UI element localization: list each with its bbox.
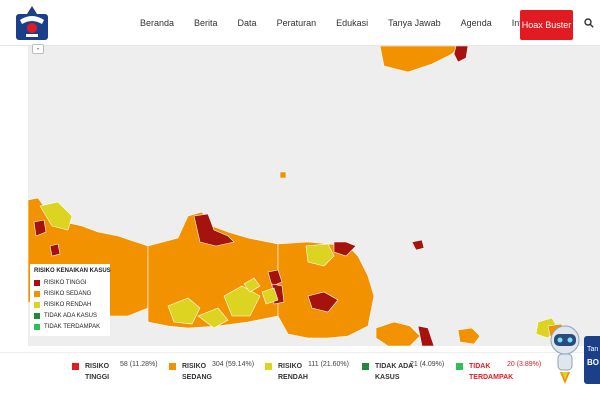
legend-label: RISIKO TINGGI bbox=[44, 279, 87, 286]
region-small-island bbox=[279, 171, 287, 179]
stat-label: TIDAK ADA KASUS bbox=[375, 361, 413, 383]
region-central-java-low3 bbox=[223, 285, 261, 317]
region-bali-island bbox=[411, 239, 425, 251]
hoax-buster-button[interactable]: Hoax Buster bbox=[520, 10, 573, 40]
stat-unaffected: TIDAK TERDAMPAK bbox=[456, 361, 513, 383]
legend-label: RISIKO SEDANG bbox=[44, 290, 92, 297]
nav-data[interactable]: Data bbox=[237, 18, 257, 28]
region-central-java-low1 bbox=[167, 297, 201, 325]
legend-item-no-case: TIDAK ADA KASUS bbox=[34, 310, 106, 321]
stat-label-line: TIDAK ADA bbox=[375, 363, 414, 370]
region-central-java-low4 bbox=[243, 277, 261, 293]
legend-label: TIDAK TERDAMPAK bbox=[44, 323, 101, 330]
region-east-java-red3 bbox=[307, 291, 339, 313]
stat-swatch-low bbox=[265, 363, 272, 370]
region-bali bbox=[375, 321, 421, 346]
nav-tanya-jawab[interactable]: Tanya Jawab bbox=[388, 18, 441, 28]
legend-swatch-unaffected bbox=[34, 323, 40, 330]
region-west-java-red2 bbox=[49, 243, 61, 257]
legend-item-low: RISIKO RENDAH bbox=[34, 299, 106, 310]
header: Beranda Berita Data Peraturan Edukasi Ta… bbox=[0, 0, 600, 46]
legend-swatch-high bbox=[34, 279, 40, 286]
stat-value-no-case: 21 (4.09%) bbox=[410, 361, 445, 368]
stat-label: RISIKO TINGGI bbox=[85, 361, 109, 383]
risk-summary: RISIKO TINGGI 58 (11.28%) RISIKO SEDANG … bbox=[0, 352, 600, 392]
legend-item-unaffected: TIDAK TERDAMPAK bbox=[34, 321, 106, 332]
region-central-java-red bbox=[193, 213, 235, 247]
region-kalimantan-south bbox=[379, 46, 461, 73]
legend-title: RISIKO KENAIKAN KASUS bbox=[34, 268, 111, 274]
stat-high: RISIKO TINGGI bbox=[72, 361, 109, 383]
chat-tab-line1: Tan bbox=[587, 346, 599, 353]
stat-no-case: TIDAK ADA KASUS bbox=[362, 361, 413, 383]
stat-medium: RISIKO SEDANG bbox=[169, 361, 212, 383]
stat-label-line: RENDAH bbox=[278, 374, 308, 381]
chatbot-robot-icon[interactable] bbox=[546, 322, 584, 388]
stat-swatch-high bbox=[72, 363, 79, 370]
garuda-logo-icon[interactable] bbox=[14, 4, 50, 42]
stat-label-line: TERDAMPAK bbox=[469, 374, 514, 381]
legend-label: TIDAK ADA KASUS bbox=[44, 312, 98, 319]
stat-label: RISIKO SEDANG bbox=[182, 361, 212, 383]
region-madura bbox=[333, 241, 357, 257]
map-legend: RISIKO KENAIKAN KASUS RISIKO TINGGI RISI… bbox=[30, 264, 111, 336]
stat-label-line: TIDAK bbox=[469, 363, 491, 370]
stat-label-line: RISIKO bbox=[85, 363, 110, 370]
zoom-out-button[interactable]: - bbox=[32, 44, 44, 54]
chat-tab[interactable]: Tan BO bbox=[584, 336, 600, 384]
region-east-java-low1 bbox=[305, 243, 335, 267]
stat-value-unaffected: 20 (3.89%) bbox=[507, 361, 542, 368]
nav-agenda[interactable]: Agenda bbox=[460, 18, 492, 28]
legend-swatch-no-case bbox=[34, 312, 40, 319]
stat-label-line: SEDANG bbox=[182, 374, 212, 381]
legend-item-high: RISIKO TINGGI bbox=[34, 277, 106, 288]
stat-label-line: RISIKO bbox=[182, 363, 207, 370]
region-kalimantan-red bbox=[453, 46, 469, 63]
stat-swatch-no-case bbox=[362, 363, 369, 370]
nav-peraturan[interactable]: Peraturan bbox=[276, 18, 317, 28]
stat-label: RISIKO RENDAH bbox=[278, 361, 308, 383]
stat-value-high: 58 (11.28%) bbox=[120, 361, 158, 368]
main-nav: Beranda Berita Data Peraturan Edukasi Ta… bbox=[140, 0, 566, 46]
legend-item-medium: RISIKO SEDANG bbox=[34, 288, 106, 299]
stat-low: RISIKO RENDAH bbox=[265, 361, 308, 383]
stat-swatch-medium bbox=[169, 363, 176, 370]
stat-label-line: TINGGI bbox=[85, 374, 110, 381]
nav-beranda[interactable]: Beranda bbox=[140, 18, 175, 28]
region-central-java-low2 bbox=[197, 307, 229, 329]
chat-tab-line2: BO bbox=[587, 358, 599, 367]
stat-label-line: RISIKO bbox=[278, 363, 303, 370]
stat-value-low: 111 (21.60%) bbox=[308, 361, 349, 368]
stat-value-medium: 304 (59.14%) bbox=[212, 361, 255, 368]
stat-label: TIDAK TERDAMPAK bbox=[469, 361, 513, 383]
region-west-java-red1 bbox=[33, 219, 47, 237]
stat-swatch-unaffected bbox=[456, 363, 463, 370]
region-west-java-low bbox=[39, 201, 73, 231]
stat-label-line: KASUS bbox=[375, 374, 400, 381]
legend-swatch-medium bbox=[34, 290, 40, 297]
nav-edukasi[interactable]: Edukasi bbox=[336, 18, 369, 28]
region-lombok bbox=[457, 327, 481, 345]
region-east-java bbox=[277, 241, 375, 339]
search-icon[interactable] bbox=[584, 18, 594, 28]
nav-berita[interactable]: Berita bbox=[194, 18, 218, 28]
region-east-java-low2 bbox=[261, 287, 279, 305]
region-east-java-red1 bbox=[267, 269, 283, 287]
map-canvas[interactable] bbox=[28, 46, 600, 346]
risk-map[interactable] bbox=[28, 46, 600, 346]
legend-label: RISIKO RENDAH bbox=[44, 301, 92, 308]
region-bali-red bbox=[417, 325, 435, 346]
legend-swatch-low bbox=[34, 301, 40, 308]
